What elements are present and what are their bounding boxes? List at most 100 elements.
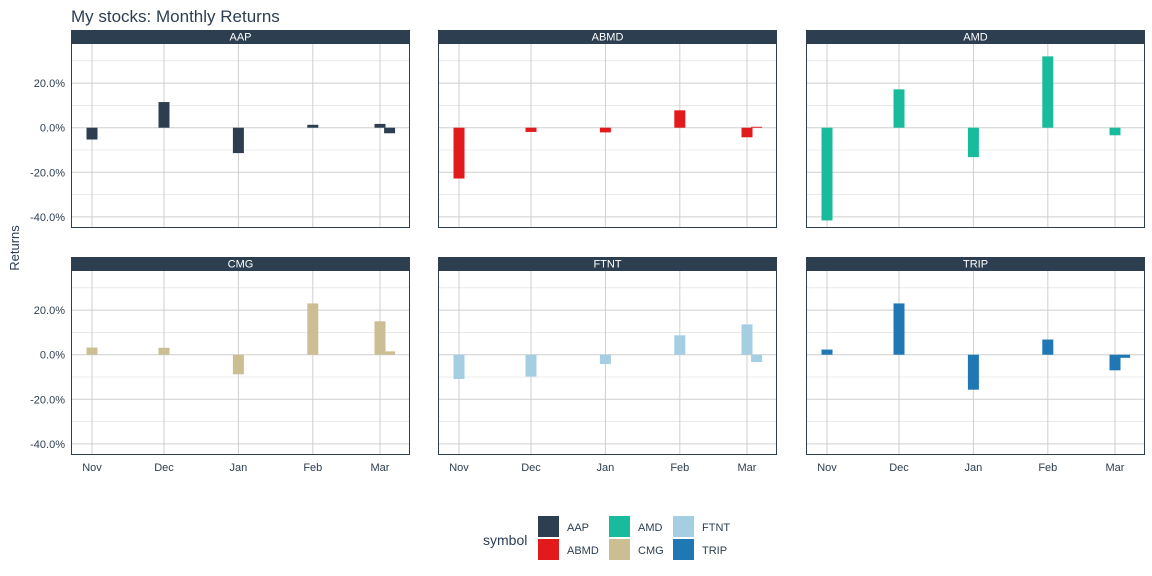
panel-border	[438, 270, 777, 455]
facet-strip-label: ABMD	[592, 32, 624, 44]
x-tick-label: Feb	[303, 462, 322, 474]
bar	[525, 354, 537, 377]
bar	[751, 126, 763, 128]
y-tick-label: -20.0%	[30, 167, 65, 179]
facet-panels: AAP 20.0% 0.0% -20.0% -40.0% ABMD AMD CMG 20.0% 0…	[30, 30, 1145, 474]
bar	[232, 354, 244, 375]
bar	[86, 347, 98, 355]
facet-strip	[438, 257, 777, 270]
legend-label-abmd: ABMD	[567, 545, 599, 557]
panel-border	[71, 270, 410, 455]
y-axis-title: Returns	[7, 225, 22, 271]
bar	[374, 123, 386, 128]
bar	[1109, 354, 1121, 371]
x-tick-label: Dec	[889, 462, 909, 474]
facet-amd: AMD	[806, 30, 1145, 228]
bar	[893, 89, 905, 128]
facet-ftnt: FTNT Nov Dec Jan Feb Mar	[438, 257, 777, 474]
x-tick-label: Dec	[521, 462, 541, 474]
facet-strip	[71, 257, 410, 270]
x-tick-label: Nov	[82, 462, 102, 474]
y-tick-label: -40.0%	[30, 439, 65, 451]
panel-border	[71, 43, 410, 228]
bar	[384, 127, 396, 134]
facet-strip	[806, 30, 1145, 43]
bar	[453, 354, 465, 379]
y-tick-label: 0.0%	[40, 123, 65, 135]
bar	[821, 349, 833, 355]
panel-border	[438, 43, 777, 228]
facet-strip-label: CMG	[228, 259, 254, 271]
bar	[967, 127, 979, 158]
panel-border	[806, 270, 1145, 455]
legend-label-ftnt: FTNT	[702, 522, 730, 534]
x-tick-label: Nov	[817, 462, 837, 474]
panel-border	[806, 43, 1145, 228]
bar	[158, 102, 170, 128]
bar	[525, 127, 537, 132]
bar	[893, 303, 905, 355]
bar	[741, 127, 753, 138]
x-tick-label: Jan	[597, 462, 615, 474]
bar	[453, 127, 465, 179]
x-tick-label: Nov	[449, 462, 469, 474]
y-tick-label: 0.0%	[40, 350, 65, 362]
x-tick-label: Feb	[670, 462, 689, 474]
facet-strip	[71, 30, 410, 43]
bar	[158, 347, 170, 355]
x-tick-label: Mar	[1106, 462, 1125, 474]
legend-swatch-amd	[609, 516, 630, 537]
x-tick-label: Mar	[738, 462, 757, 474]
y-tick-label: 20.0%	[34, 78, 65, 90]
legend-swatch-abmd	[538, 539, 559, 560]
x-tick-label: Jan	[230, 462, 248, 474]
facet-strip-label: FTNT	[593, 259, 621, 271]
bar	[307, 303, 319, 355]
bar	[1042, 339, 1054, 355]
x-tick-label: Dec	[154, 462, 174, 474]
bar	[967, 354, 979, 390]
legend-label-aap: AAP	[567, 522, 589, 534]
bar	[741, 324, 753, 355]
bar	[86, 127, 98, 140]
legend-title: symbol	[483, 532, 527, 548]
facet-strip	[806, 257, 1145, 270]
chart-title: My stocks: Monthly Returns	[71, 7, 280, 26]
facet-strip-label: AMD	[963, 32, 988, 44]
legend-swatch-cmg	[609, 539, 630, 560]
legend: symbol AAP ABMD AMD CMG FTNT TRIP	[483, 516, 730, 560]
bar	[307, 124, 319, 128]
facet-strip-label: AAP	[229, 32, 251, 44]
y-tick-label: 20.0%	[34, 305, 65, 317]
x-tick-label: Jan	[965, 462, 983, 474]
x-tick-label: Mar	[371, 462, 390, 474]
facet-abmd: ABMD	[438, 30, 777, 228]
legend-swatch-trip	[673, 539, 694, 560]
bar	[384, 351, 396, 355]
bar	[674, 335, 686, 355]
bar	[821, 127, 833, 221]
bar	[751, 354, 763, 363]
bar	[599, 354, 611, 365]
bar	[599, 127, 611, 133]
bar	[674, 110, 686, 128]
bar	[1109, 127, 1121, 136]
legend-label-trip: TRIP	[702, 545, 727, 557]
facet-strip-label: TRIP	[963, 259, 988, 271]
legend-swatch-aap	[538, 516, 559, 537]
bar	[232, 127, 244, 154]
y-tick-label: -20.0%	[30, 394, 65, 406]
bar	[374, 321, 386, 355]
facet-cmg: CMG 20.0% 0.0% -20.0% -40.0% Nov Dec Jan Feb Mar	[30, 257, 410, 474]
facet-aap: AAP 20.0% 0.0% -20.0% -40.0%	[30, 30, 410, 228]
legend-label-cmg: CMG	[638, 545, 664, 557]
facet-strip	[438, 30, 777, 43]
legend-label-amd: AMD	[638, 522, 663, 534]
y-tick-label: -40.0%	[30, 212, 65, 224]
bar	[1042, 56, 1054, 128]
legend-swatch-ftnt	[673, 516, 694, 537]
facet-trip: TRIP Nov Dec Jan Feb Mar	[806, 257, 1145, 474]
bar	[1119, 354, 1131, 358]
x-tick-label: Feb	[1038, 462, 1057, 474]
